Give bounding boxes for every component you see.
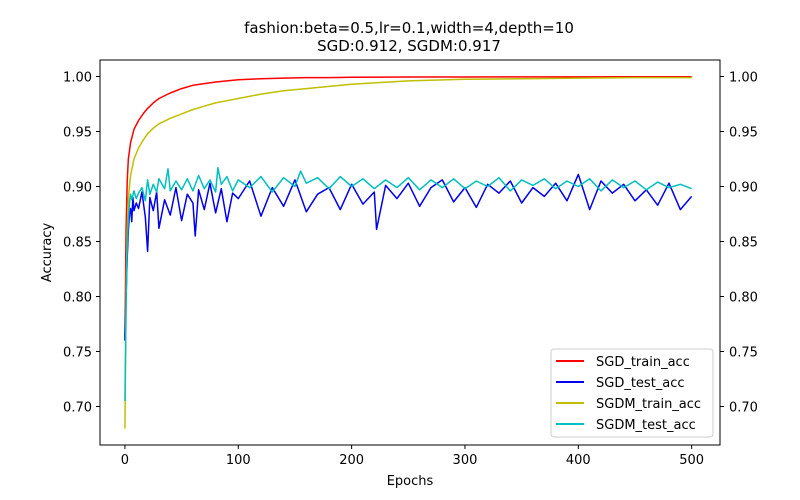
series-line-sgd-train-acc bbox=[124, 75, 692, 341]
legend-label: SGDM_train_acc bbox=[596, 397, 701, 412]
chart-title: fashion:beta=0.5,lr=0.1,width=4,depth=10 bbox=[244, 19, 574, 37]
chart-subtitle: SGD:0.912, SGDM:0.917 bbox=[317, 37, 501, 55]
y-tick-label-right: 0.80 bbox=[729, 291, 758, 306]
x-tick-label: 500 bbox=[679, 453, 704, 468]
y-tick-label-left: 1.00 bbox=[63, 71, 92, 86]
ticks-layer: 0 100 200 300 400 500 0.70 0.70 0.75 0.75 0.80 0.80… bbox=[63, 71, 758, 469]
y-tick-label-right: 0.90 bbox=[729, 181, 758, 196]
x-axis-label: Epochs bbox=[387, 474, 434, 489]
plot-frame bbox=[99, 59, 721, 446]
x-tick-label: 100 bbox=[226, 453, 251, 468]
legend-label: SGD_train_acc bbox=[596, 355, 690, 370]
y-tick-label-left: 0.90 bbox=[63, 181, 92, 196]
series-line-sgd-test-acc bbox=[124, 173, 693, 341]
y-tick-label-left: 0.70 bbox=[63, 401, 92, 416]
legend-label: SGDM_test_acc bbox=[596, 418, 696, 433]
y-tick-label-right: 1.00 bbox=[729, 71, 758, 86]
y-axis-label: Accuracy bbox=[40, 223, 55, 283]
legend: SGD_train_acc SGD_test_acc SGDM_train_acc S… bbox=[550, 348, 714, 438]
y-tick-label-left: 0.75 bbox=[63, 346, 92, 361]
legend-label: SGD_test_acc bbox=[596, 376, 685, 391]
x-tick-label: 300 bbox=[453, 453, 478, 468]
x-tick-label: 400 bbox=[566, 453, 591, 468]
legend-box bbox=[550, 348, 714, 438]
y-tick-label-left: 0.85 bbox=[63, 236, 92, 251]
y-tick-label-right: 0.95 bbox=[729, 126, 758, 141]
x-tick-label: 200 bbox=[339, 453, 364, 468]
series-layer bbox=[124, 75, 693, 429]
series-line-sgdm-train-acc bbox=[124, 76, 692, 429]
y-tick-label-right: 0.75 bbox=[729, 346, 758, 361]
x-tick-label: 0 bbox=[121, 453, 129, 468]
series-line-sgdm-test-acc bbox=[124, 167, 692, 402]
y-tick-label-right: 0.85 bbox=[729, 236, 758, 251]
y-tick-label-right: 0.70 bbox=[729, 401, 758, 416]
y-tick-label-left: 0.95 bbox=[63, 126, 92, 141]
y-tick-label-left: 0.80 bbox=[63, 291, 92, 306]
